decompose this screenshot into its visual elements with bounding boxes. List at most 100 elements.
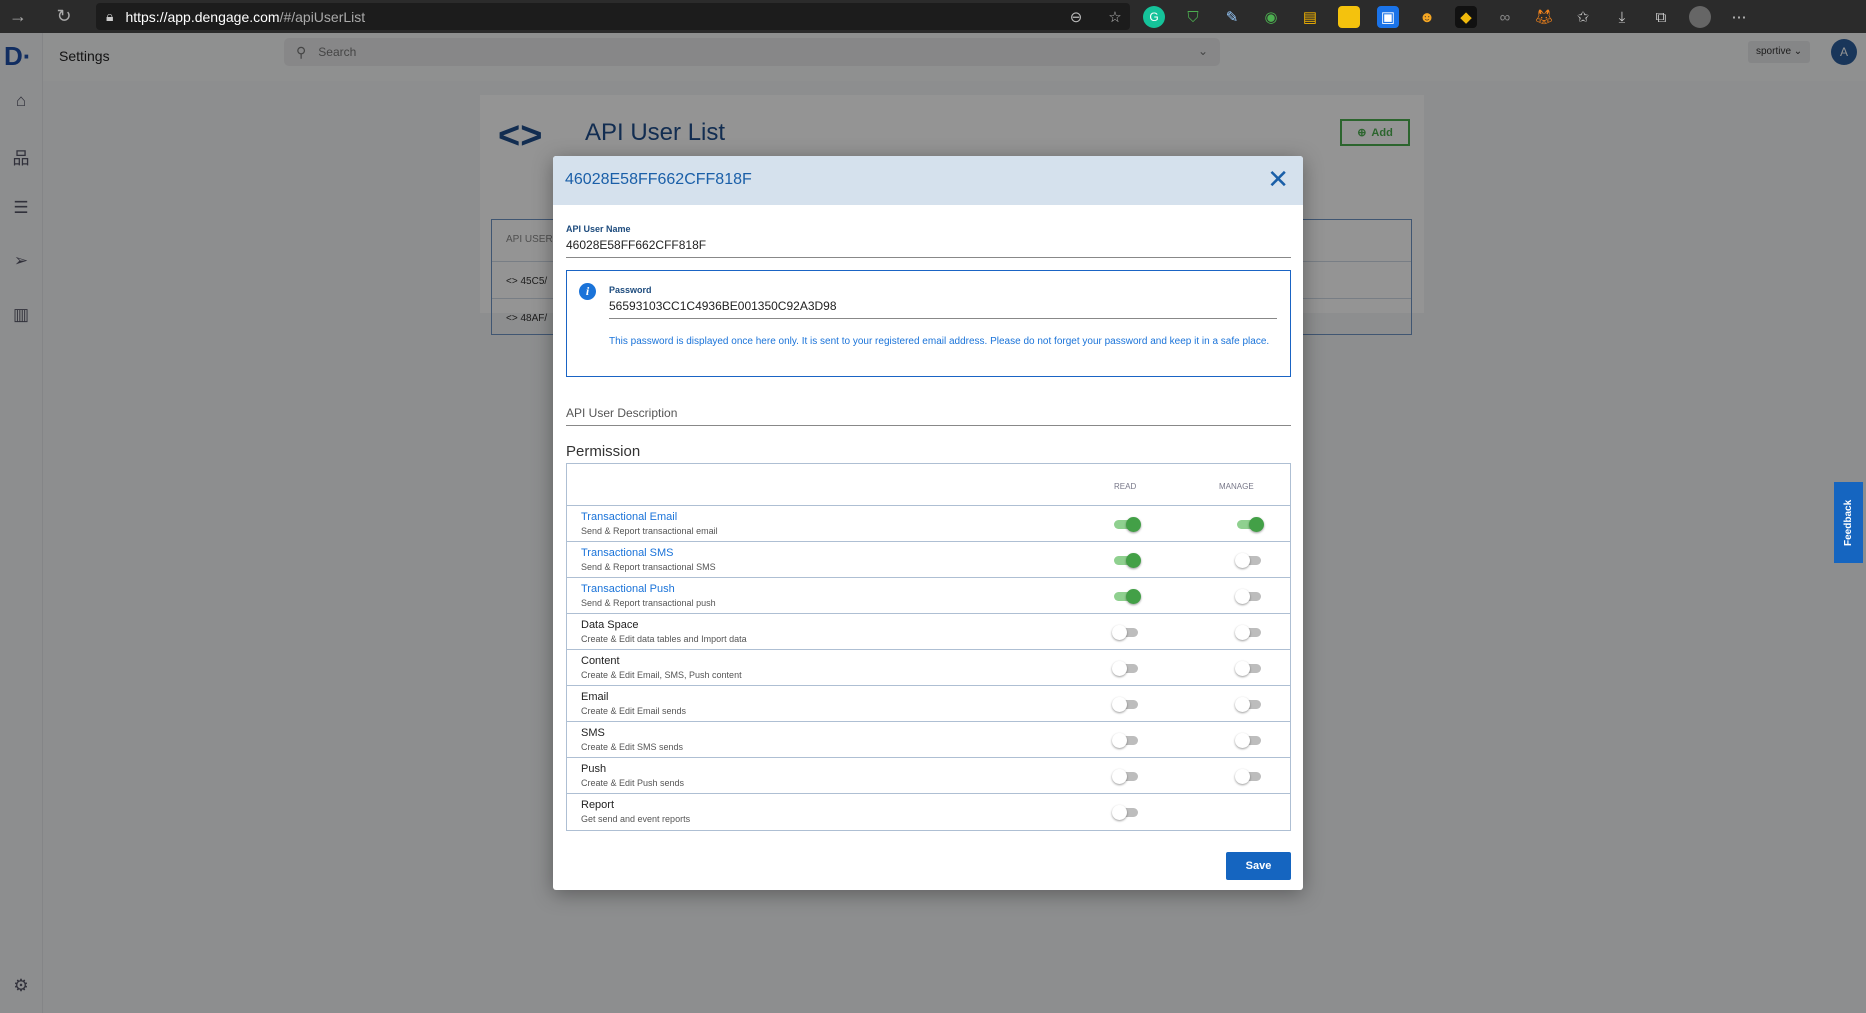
page-title: Settings [59,48,110,64]
close-icon[interactable]: ✕ [1267,164,1289,194]
toggle-knob [1112,625,1127,640]
shield-extension-icon[interactable]: ⛉ [1187,8,1199,26]
collections-icon[interactable]: ⧉ [1655,8,1667,26]
account-selector[interactable]: sportive ⌄ [1748,41,1811,63]
address-bar[interactable]: 🔒︎ https://app.dengage.com/#/apiUserList [96,3,1130,30]
permission-name: SMS [581,727,605,739]
person-extension-icon[interactable]: ☻ [1419,8,1435,26]
read-toggle[interactable] [1112,589,1141,604]
row-id: 48AF/ [520,313,548,324]
search-input[interactable]: ⚲ Search ⌄ [284,38,1220,66]
toggle-knob [1235,769,1250,784]
permission-description: Send & Report transactional email [581,526,718,536]
permission-name: Content [581,655,620,667]
permission-row: Push Create & Edit Push sends [567,758,1290,794]
manage-toggle[interactable] [1235,661,1263,676]
chevron-down-icon[interactable]: ⌄ [1197,44,1208,58]
password-label: Password [609,285,652,295]
toggle-knob [1112,661,1127,676]
password-value: 56593103CC1C4936BE001350C92A3D98 [609,299,837,313]
browser-toolbar: → ↻ 🔒︎ https://app.dengage.com/#/apiUser… [0,0,1866,33]
pen-extension-icon[interactable]: ✎ [1225,9,1239,26]
feedback-tab[interactable]: Feedback [1834,482,1863,563]
toggle-knob [1235,661,1250,676]
settings-gear-icon[interactable]: ⚙ [13,976,29,995]
extensions-bar: ⊖ ☆ G ⛉ ✎ ◉ ▤ ▣ ☻ ◆ ∞ 🦊︎ ✩ ⤓ ⧉ ⋯ [1065,6,1750,28]
table-row[interactable]: <> 48AF/ [506,313,548,324]
infinity-extension-icon[interactable]: ∞ [1499,8,1511,26]
password-field[interactable]: Password 56593103CC1C4936BE001350C92A3D9… [609,285,1277,319]
dengage-logo[interactable]: D· [4,41,32,71]
permission-row: Content Create & Edit Email, SMS, Push c… [567,650,1290,686]
reload-icon[interactable]: ↻ [56,6,72,26]
hierarchy-icon[interactable]: 品 [12,149,30,168]
more-icon[interactable]: ⋯ [1731,9,1747,26]
toggle-knob [1235,697,1250,712]
url-host: https://app.dengage.com [125,8,280,25]
modal-header: 46028E58FF662CFF818F ✕ [553,156,1303,205]
plus-circle-icon: ⊕ [1357,127,1367,139]
color-extension-icon[interactable]: ◉ [1264,9,1278,26]
chart-icon[interactable]: ▥ [12,305,30,324]
tag-extension-icon[interactable]: ▤ [1302,9,1318,26]
permission-name: Transactional SMS [581,547,674,559]
list-title: API User List [585,119,726,146]
lock-extension-icon[interactable] [1338,6,1360,28]
toggle-knob [1235,733,1250,748]
manage-column-header: MANAGE [1219,482,1254,491]
send-icon[interactable]: ➢ [13,251,29,270]
name-label: API User Name [566,224,631,234]
zoom-icon[interactable]: ⊖ [1069,9,1083,26]
screenshot-extension-icon[interactable]: ▣ [1377,6,1399,28]
read-toggle[interactable] [1112,553,1141,568]
permission-description: Create & Edit Email, SMS, Push content [581,670,742,680]
avatar[interactable]: A [1831,39,1857,65]
crypto-extension-icon[interactable]: ◆ [1455,6,1477,28]
manage-toggle[interactable] [1235,697,1263,712]
toggle-knob [1112,697,1127,712]
permission-row: Transactional Push Send & Report transac… [567,578,1290,614]
permission-table: READ MANAGE Transactional Email Send & R… [566,463,1291,831]
permission-description: Create & Edit Email sends [581,706,687,716]
permission-name: Report [581,799,615,811]
toggle-knob [1126,553,1141,568]
favorite-add-icon[interactable]: ☆ [1108,9,1122,26]
downloads-icon[interactable]: ⤓ [1618,8,1626,26]
password-note: This password is displayed once here onl… [609,336,1270,347]
manage-toggle[interactable] [1235,517,1264,532]
forward-icon[interactable]: → [9,6,27,26]
read-toggle[interactable] [1112,661,1140,676]
toggle-knob [1235,553,1250,568]
manage-toggle[interactable] [1235,769,1263,784]
code-icon: <> [498,115,543,157]
api-user-name-field[interactable]: API User Name 46028E58FF662CFF818F [566,224,1291,258]
search-icon: ⚲ [296,43,307,60]
toggle-knob [1112,733,1127,748]
grammarly-icon[interactable]: G [1143,6,1165,28]
manage-toggle[interactable] [1235,553,1263,568]
read-toggle[interactable] [1112,625,1140,640]
read-toggle[interactable] [1112,733,1140,748]
manage-toggle[interactable] [1235,589,1263,604]
favorites-icon[interactable]: ✩ [1576,9,1590,26]
manage-toggle[interactable] [1235,625,1263,640]
read-toggle[interactable] [1112,697,1140,712]
add-button[interactable]: ⊕ Add [1340,119,1410,146]
permission-description: Create & Edit Push sends [581,778,685,788]
search-placeholder: Search [318,45,357,59]
list-icon[interactable]: ☰ [13,198,29,217]
description-input[interactable]: API User Description [566,406,1291,426]
read-toggle[interactable] [1112,517,1141,532]
profile-icon[interactable] [1689,6,1711,28]
permission-description: Send & Report transactional push [581,598,716,608]
manage-toggle[interactable] [1235,733,1263,748]
password-box: i Password 56593103CC1C4936BE001350C92A3… [566,270,1291,377]
toggle-knob [1249,517,1264,532]
metamask-icon[interactable]: 🦊︎ [1534,9,1554,26]
read-toggle[interactable] [1112,805,1140,820]
home-icon[interactable]: ⌂ [15,91,27,110]
read-toggle[interactable] [1112,769,1140,784]
permission-row: Data Space Create & Edit data tables and… [567,614,1290,650]
save-button[interactable]: Save [1226,852,1291,880]
permission-name: Data Space [581,619,639,631]
